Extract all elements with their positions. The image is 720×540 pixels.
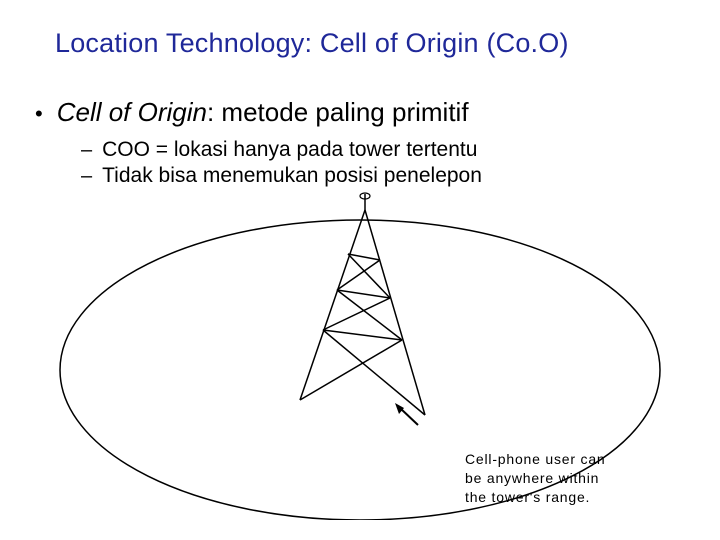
slide-title: Location Technology: Cell of Origin (Co.… <box>55 28 680 59</box>
bullet-italic: Cell of Origin <box>57 97 207 127</box>
sub-marker: – <box>81 139 92 162</box>
tower-leg-right <box>365 210 425 415</box>
diagram-caption: Cell-phone user can be anywhere within t… <box>465 450 640 507</box>
bullet-marker: • <box>35 103 43 125</box>
tower-x3a <box>300 340 402 400</box>
bullet-rest: : metode paling primitif <box>207 97 469 127</box>
caption-pointer-head <box>395 403 404 414</box>
caption-line-1: Cell-phone user can <box>465 451 606 467</box>
bullet-text: Cell of Origin: metode paling primitif <box>57 97 469 128</box>
sub-text-1: COO = lokasi hanya pada tower tertentu <box>102 138 477 162</box>
diagram: Cell-phone user can be anywhere within t… <box>40 190 680 520</box>
tower-leg-left <box>300 210 365 400</box>
bullet-main: • Cell of Origin: metode paling primitif <box>35 97 680 128</box>
sub-text-2: Tidak bisa menemukan posisi penelepon <box>102 164 482 188</box>
caption-line-3: the tower's range. <box>465 489 590 505</box>
tower-x3b <box>323 330 425 415</box>
caption-line-2: be anywhere within <box>465 470 599 486</box>
sub-bullet-1: – COO = lokasi hanya pada tower tertentu <box>81 138 680 162</box>
caption-pointer <box>400 408 418 425</box>
sub-marker: – <box>81 165 92 188</box>
sub-bullet-2: – Tidak bisa menemukan posisi penelepon <box>81 164 680 188</box>
